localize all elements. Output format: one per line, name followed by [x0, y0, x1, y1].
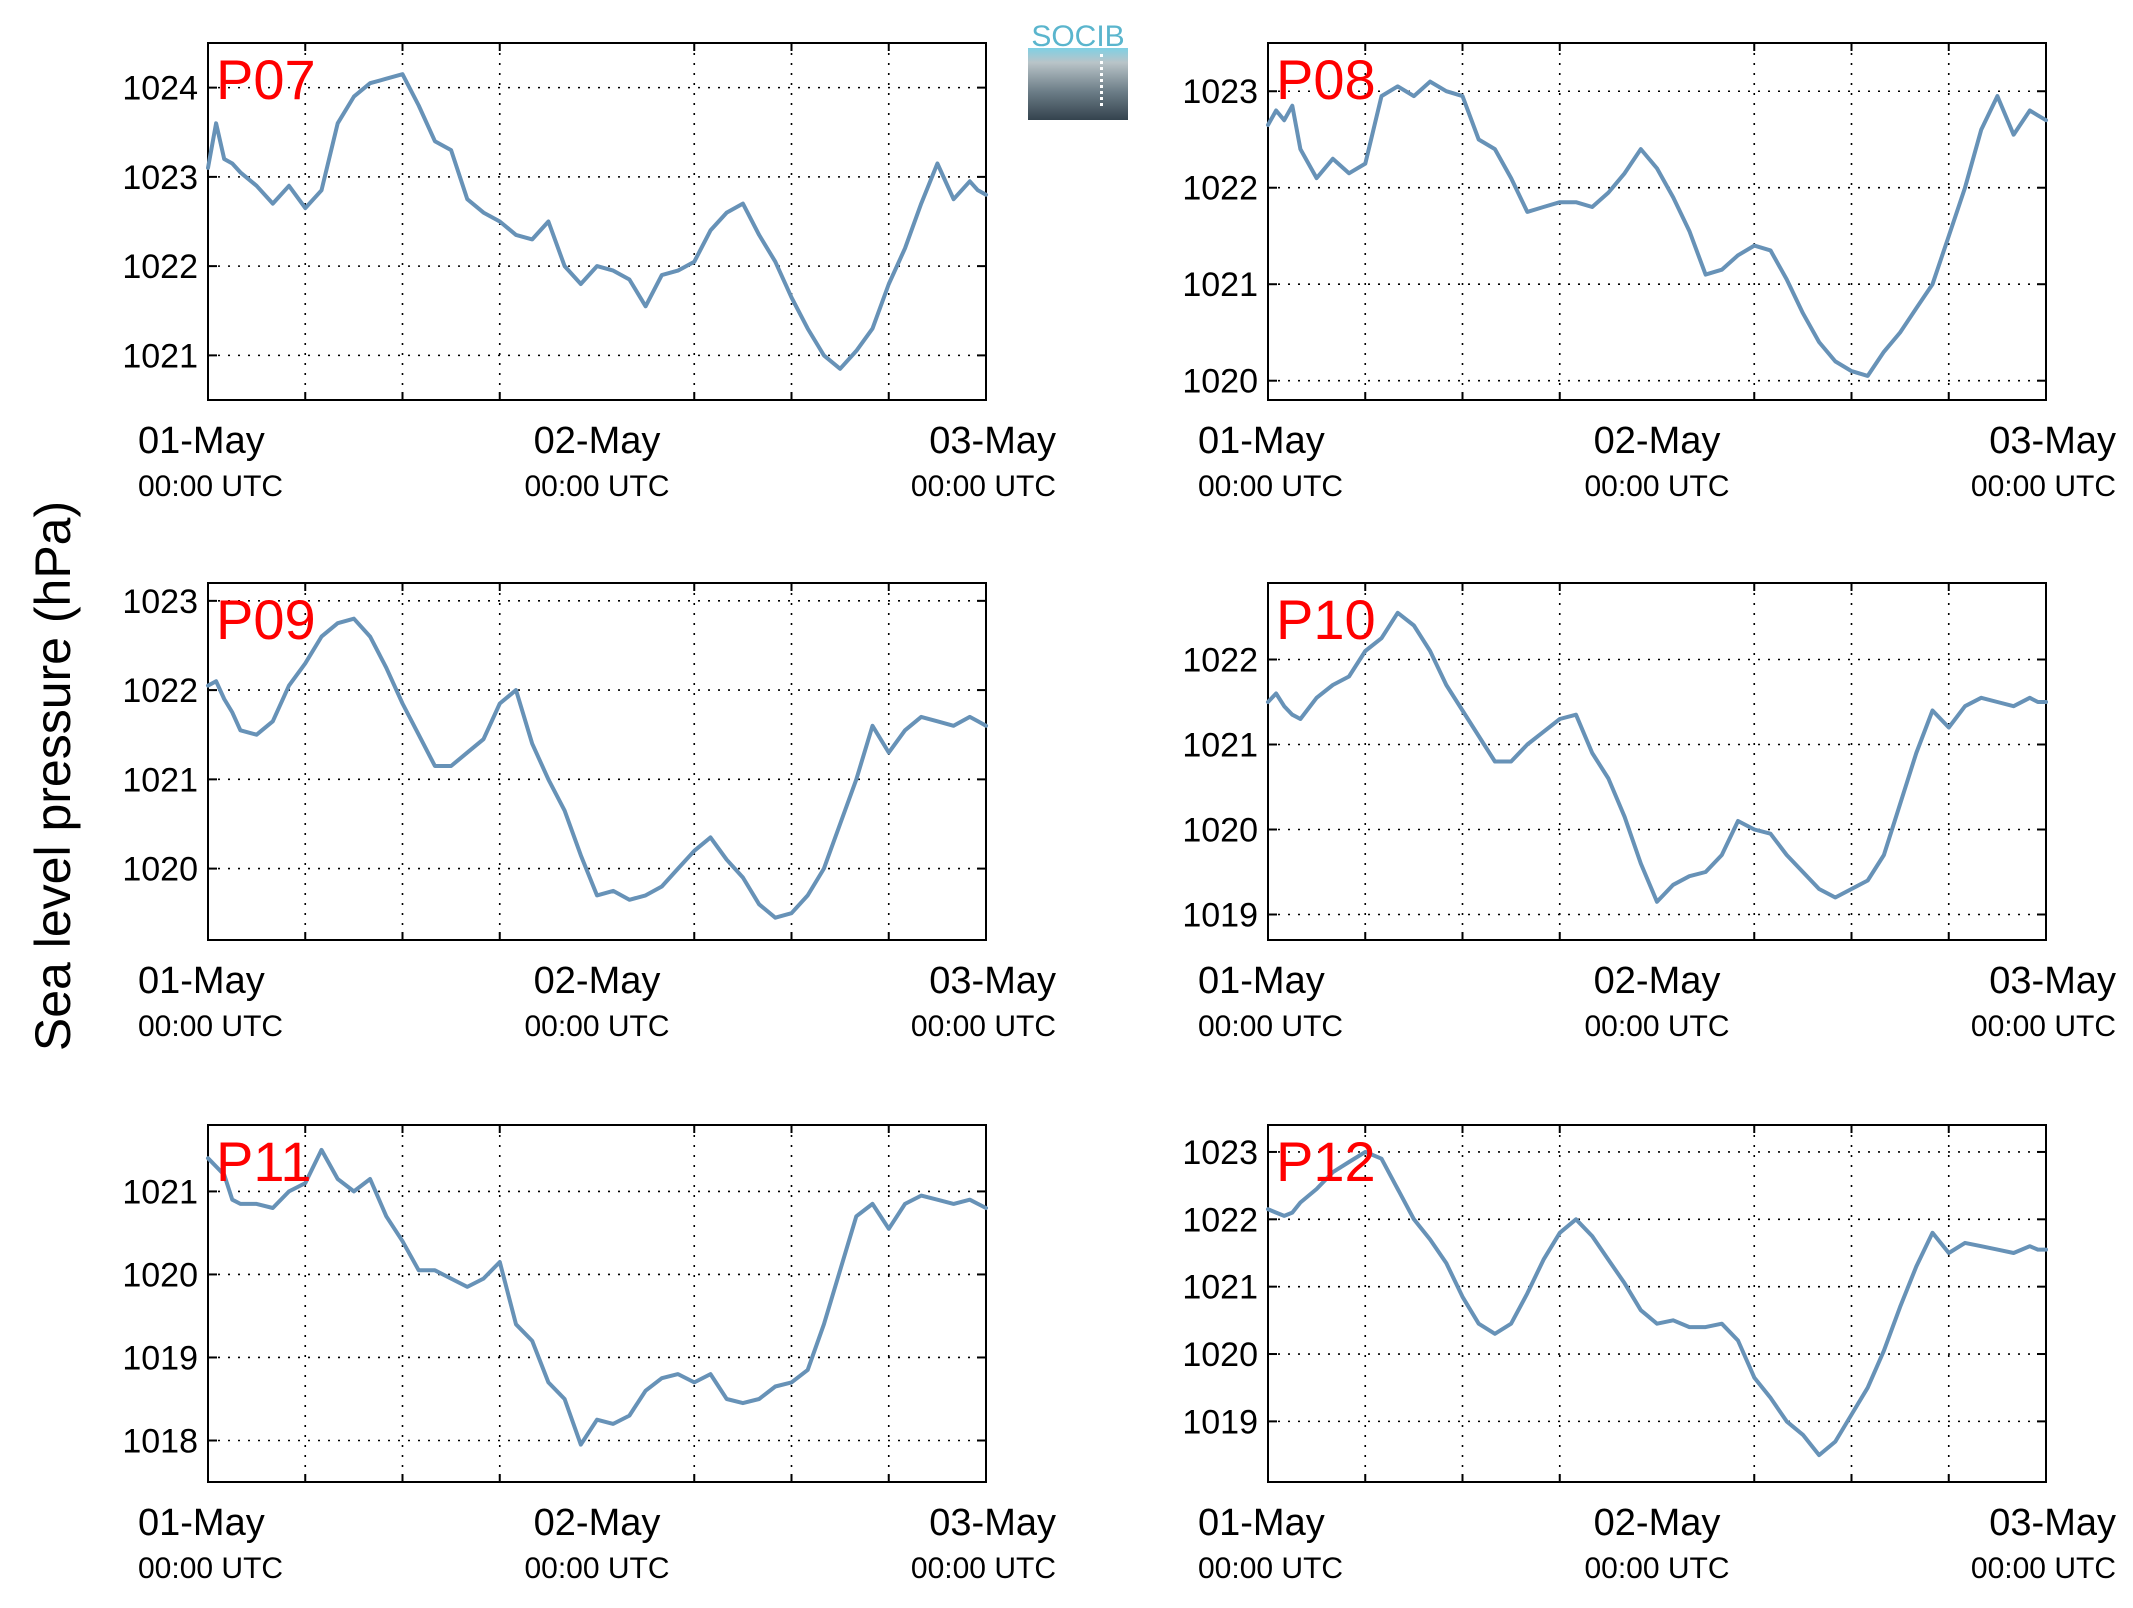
y-tick-label: 1021	[122, 337, 198, 375]
chart-panel-p07: 1021 1022 1023 1024 P07 01-May 00:00 UTC 02-May…	[122, 42, 1056, 503]
y-tick-label: 1021	[122, 1173, 198, 1211]
x-tick-date-label: 03-May	[1989, 1502, 2116, 1544]
y-tick-label: 1023	[122, 583, 198, 621]
x-tick-date-label: 03-May	[929, 960, 1056, 1002]
x-tick-date-label: 01-May	[1198, 960, 1325, 1002]
x-tick-date-label: 03-May	[929, 1502, 1056, 1544]
x-tick-time-label: 00:00 UTC	[1198, 1010, 1343, 1043]
station-label: P11	[216, 1130, 311, 1193]
chart-panel-p11: 1018 1019 1020 1021 P11 01-May 00:00 UTC 02-May…	[122, 1124, 1056, 1585]
x-tick-date-label: 02-May	[1594, 1502, 1721, 1544]
y-tick-label: 1020	[1182, 363, 1258, 401]
x-tick-time-label: 00:00 UTC	[911, 470, 1056, 503]
y-tick-label: 1020	[122, 851, 198, 889]
x-tick-time-label: 00:00 UTC	[524, 1552, 669, 1585]
logo-text: SOCIB	[1031, 20, 1125, 53]
x-tick-time-label: 00:00 UTC	[1198, 470, 1343, 503]
y-tick-label: 1020	[1182, 1336, 1258, 1374]
logo-mark	[1100, 54, 1103, 106]
series-line-p10	[1266, 610, 2048, 904]
x-tick-time-label: 00:00 UTC	[524, 1010, 669, 1043]
y-tick-label: 1022	[1182, 1201, 1258, 1239]
station-label: P10	[1276, 588, 1376, 651]
y-tick-label: 1021	[1182, 1269, 1258, 1307]
x-tick-time-label: 00:00 UTC	[138, 1010, 283, 1043]
station-label: P09	[216, 588, 316, 651]
chart-panel-p10: 1019 1020 1021 1022 P10 01-May 00:00 UTC 02-May…	[1182, 582, 2116, 1043]
plot-frame	[1267, 42, 2047, 401]
logo-graphic	[1028, 48, 1128, 120]
plot-frame	[207, 1124, 987, 1483]
x-tick-date-label: 02-May	[534, 420, 661, 462]
x-tick-time-label: 00:00 UTC	[138, 470, 283, 503]
x-tick-time-label: 00:00 UTC	[524, 470, 669, 503]
x-tick-date-label: 01-May	[1198, 420, 1325, 462]
x-tick-time-label: 00:00 UTC	[1584, 1010, 1729, 1043]
x-tick-date-label: 03-May	[929, 420, 1056, 462]
series-line-p07	[206, 72, 988, 371]
y-tick-label: 1023	[1182, 1134, 1258, 1172]
y-tick-label: 1023	[122, 159, 198, 197]
x-tick-date-label: 01-May	[1198, 1502, 1325, 1544]
chart-panel-p08: 1020 1021 1022 1023 P08 01-May 00:00 UTC 02-May…	[1182, 42, 2116, 503]
y-tick-label: 1021	[122, 761, 198, 799]
x-tick-time-label: 00:00 UTC	[1971, 1010, 2116, 1043]
x-tick-time-label: 00:00 UTC	[1971, 1552, 2116, 1585]
plot-frame	[207, 582, 987, 941]
x-tick-date-label: 02-May	[534, 960, 661, 1002]
station-label: P08	[1276, 48, 1376, 111]
plot-frame	[1267, 582, 2047, 941]
x-tick-date-label: 02-May	[1594, 420, 1721, 462]
x-tick-date-label: 01-May	[138, 960, 265, 1002]
socib-logo: SOCIB	[1028, 20, 1128, 120]
series-line-p12	[1266, 1149, 2048, 1458]
y-tick-label: 1022	[1182, 170, 1258, 208]
chart-panel-p12: 1019 1020 1021 1022 1023 P12 01-May 00:00 UTC 02…	[1182, 1124, 2116, 1585]
panels: 1021 1022 1023 1024 P07 01-May 00:00 UTC 02-May…	[122, 42, 2116, 1585]
y-tick-label: 1018	[122, 1422, 198, 1460]
y-tick-label: 1021	[1182, 727, 1258, 765]
x-tick-time-label: 00:00 UTC	[911, 1552, 1056, 1585]
y-tick-label: 1019	[122, 1339, 198, 1377]
x-tick-time-label: 00:00 UTC	[911, 1010, 1056, 1043]
x-tick-date-label: 01-May	[138, 1502, 265, 1544]
x-tick-time-label: 00:00 UTC	[138, 1552, 283, 1585]
chart-panel-p09: 1020 1021 1022 1023 P09 01-May 00:00 UTC 02-May…	[122, 582, 1056, 1043]
y-tick-label: 1021	[1182, 266, 1258, 304]
y-axis-label: Sea level pressure (hPa)	[25, 501, 81, 1051]
series-line-p11	[206, 1147, 988, 1447]
series-line-p08	[1266, 79, 2048, 378]
x-tick-date-label: 03-May	[1989, 420, 2116, 462]
y-tick-label: 1022	[1182, 642, 1258, 680]
x-tick-time-label: 00:00 UTC	[1584, 470, 1729, 503]
x-tick-time-label: 00:00 UTC	[1971, 470, 2116, 503]
plot-frame	[1267, 1124, 2047, 1483]
y-tick-label: 1022	[122, 672, 198, 710]
y-tick-label: 1019	[1182, 897, 1258, 935]
y-tick-label: 1024	[122, 70, 198, 108]
x-tick-date-label: 02-May	[534, 1502, 661, 1544]
x-tick-date-label: 01-May	[138, 420, 265, 462]
y-tick-label: 1020	[1182, 812, 1258, 850]
x-tick-date-label: 02-May	[1594, 960, 1721, 1002]
y-tick-label: 1022	[122, 248, 198, 286]
y-tick-label: 1020	[122, 1256, 198, 1294]
x-tick-time-label: 00:00 UTC	[1198, 1552, 1343, 1585]
x-tick-time-label: 00:00 UTC	[1584, 1552, 1729, 1585]
x-tick-date-label: 03-May	[1989, 960, 2116, 1002]
series-line-p09	[206, 616, 988, 920]
station-label: P07	[216, 48, 316, 111]
y-tick-label: 1023	[1182, 73, 1258, 111]
station-label: P12	[1276, 1130, 1376, 1193]
plot-frame	[207, 42, 987, 401]
y-tick-label: 1019	[1182, 1403, 1258, 1441]
